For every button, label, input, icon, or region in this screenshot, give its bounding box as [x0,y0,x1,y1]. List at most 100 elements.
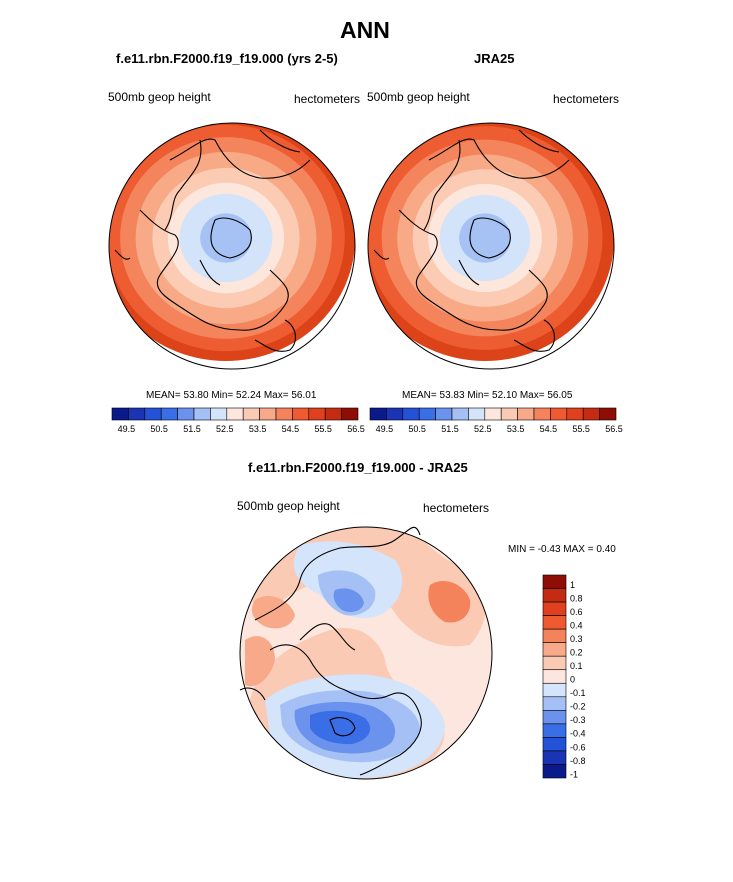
colorbar-right-swatch [599,407,617,421]
colorbar-right-swatch [451,407,469,421]
panel-diff-title: f.e11.rbn.F2000.f19_f19.000 - JRA25 [248,460,468,475]
colorbar-left-swatch [292,407,310,421]
colorbar-right-swatch [484,407,502,421]
colorbar-right-swatch [533,407,551,421]
colorbar-difference-tick-label: 0.8 [570,593,583,603]
coastline-difference [239,526,422,776]
colorbar-right-tick-label: 50.5 [408,424,426,434]
panel-left-title: f.e11.rbn.F2000.f19_f19.000 (yrs 2-5) [116,51,338,66]
colorbar-left-tick-label: 50.5 [150,424,168,434]
colorbar-difference-tick-label: -0.4 [570,729,586,739]
map-left-contour-band-7 [200,213,252,263]
colorbar-left-swatch [275,407,293,421]
colorbar-difference-swatch [542,642,567,657]
colorbar-left-swatch [144,407,162,421]
colorbar-right: 49.5 50.5 51.5 52.5 53.5 54.5 55.5 56.5 [369,407,623,434]
colorbar-difference-tick-label: 0.2 [570,648,583,658]
colorbar-right-swatch [500,407,518,421]
colorbar-right-tick-label: 51.5 [441,424,459,434]
colorbar-left-tick-label: 55.5 [314,424,332,434]
colorbar-left-tick-label: 56.5 [347,424,365,434]
colorbar-difference-swatch [542,696,567,711]
colorbar-difference-swatch [542,615,567,630]
colorbar-difference-tick-label: -1 [570,769,578,779]
panel-left-stats: MEAN= 53.80 Min= 52.24 Max= 56.01 [146,390,317,401]
map-left-border [108,122,356,370]
coastline-right [373,129,570,352]
coastline-left [114,129,311,352]
map-right-border [367,122,615,370]
diff-field-positive-left [251,595,295,629]
colorbar-difference-swatch [542,723,567,738]
panel-right-title: JRA25 [474,51,515,66]
panel-diff-stats: MIN = -0.43 MAX = 0.40 [508,544,616,555]
colorbar-right-swatch [566,407,584,421]
diff-field-positive-right [428,580,471,623]
colorbar-difference-swatch [542,655,567,671]
colorbar-left-swatch [111,407,129,421]
colorbar-right-swatch [435,407,453,421]
colorbar-left-tick-label: 54.5 [282,424,300,434]
colorbar-left-swatch [308,407,326,421]
map-difference [240,527,492,779]
colorbar-right-tick-label: 52.5 [474,424,492,434]
colorbar-difference-tick-label: 1 [570,580,575,590]
colorbar-difference-tick-label: -0.8 [570,756,586,766]
map-difference-border [239,526,493,780]
panel-diff-units-label: hectometers [423,501,490,515]
diff-field-negative-bottom [310,710,371,745]
colorbar-difference-tick-label: 0.4 [570,620,583,630]
panel-left-units-label: hectometers [294,92,361,106]
colorbar-left-swatch [242,407,260,421]
colorbar-left-swatch [259,407,277,421]
colorbar-left-swatch [210,407,228,421]
panel-right-units-label: hectometers [553,92,620,106]
colorbar-difference-tick-label: -0.6 [570,742,586,752]
page-title: ANN [340,17,390,43]
colorbar-left-swatch [226,407,244,421]
colorbar-right-swatch [550,407,568,421]
colorbar-left-tick-label: 53.5 [249,424,267,434]
colorbar-right-tick-label: 53.5 [507,424,525,434]
panel-diff-variable-label: 500mb geop height [237,499,340,513]
colorbar-difference-swatch [542,750,567,765]
colorbar-right-swatch [369,407,387,421]
colorbar-right-swatch [582,407,600,421]
colorbar-right-tick-label: 54.5 [540,424,558,434]
colorbar-right-swatch [402,407,420,421]
colorbar-difference-tick-label: 0 [570,675,575,685]
colorbar-left-swatch [177,407,195,421]
map-left [109,123,355,361]
colorbar-left-swatch [341,407,359,421]
colorbar-difference-swatch [542,574,567,589]
colorbar-left-tick-label: 52.5 [216,424,234,434]
colorbar-difference-swatch [542,682,567,698]
colorbar-right-swatch [517,407,535,421]
colorbar-left-tick-label: 51.5 [183,424,201,434]
colorbar-left-tick-label: 49.5 [118,424,136,434]
colorbar-left-swatch [193,407,211,421]
colorbar-difference-tick-label: -0.1 [570,688,586,698]
colorbar-difference-swatch [542,628,567,643]
colorbar-left-swatch [324,407,342,421]
colorbar-difference-swatch [542,764,567,779]
panel-right-variable-label: 500mb geop height [367,90,470,104]
colorbar-difference-tick-label: 0.1 [570,661,583,671]
diff-field-negative-top [333,588,364,612]
panel-right-stats: MEAN= 53.83 Min= 52.10 Max= 56.05 [402,390,573,401]
colorbar-right-swatch [386,407,404,421]
colorbar-right-tick-label: 49.5 [376,424,394,434]
panel-left-variable-label: 500mb geop height [108,90,211,104]
colorbar-difference-swatch [542,588,567,603]
colorbar-difference-tick-label: 0.3 [570,634,583,644]
colorbar-right-swatch [418,407,436,421]
colorbar-difference-swatch [542,710,567,725]
colorbar-difference-tick-label: -0.3 [570,715,586,725]
map-right [368,123,614,361]
map-right-contour-band-7 [459,213,511,263]
coastlines [114,129,570,776]
colorbar-right-tick-label: 55.5 [572,424,590,434]
colorbar-difference-swatch [542,737,567,752]
colorbar-left-swatch [128,407,146,421]
